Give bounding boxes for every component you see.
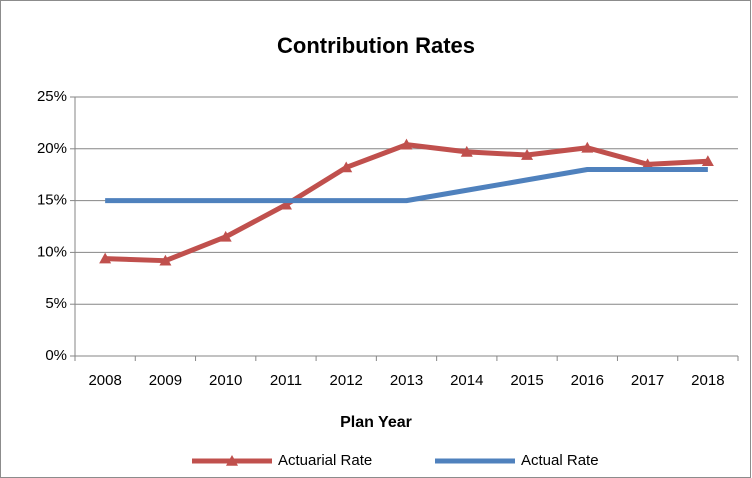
marker: [701, 155, 714, 167]
marker: [340, 161, 353, 173]
legend-marker: [226, 455, 238, 466]
y-tick-label: 10%: [37, 243, 67, 260]
x-tick-label: 2014: [450, 372, 483, 389]
y-tick-label: 25%: [37, 88, 67, 105]
marker: [159, 254, 172, 266]
x-tick-label: 2016: [571, 372, 604, 389]
marker: [219, 230, 232, 242]
chart-title: Contribution Rates: [277, 33, 475, 58]
marker: [521, 149, 534, 160]
x-tick-label: 2008: [88, 372, 121, 389]
x-tick-label: 2018: [691, 372, 724, 389]
x-tick-label: 2013: [390, 372, 423, 389]
legend-label: Actual Rate: [521, 452, 599, 469]
x-tick-label: 2009: [149, 372, 182, 389]
marker: [581, 141, 594, 153]
marker: [400, 138, 413, 150]
x-tick-label: 2015: [510, 372, 543, 389]
legend-label: Actuarial Rate: [278, 452, 372, 469]
x-tick-label: 2011: [270, 372, 302, 389]
x-tick-label: 2010: [209, 372, 242, 389]
x-tick-label: 2017: [631, 372, 664, 389]
marker: [641, 158, 654, 170]
marker: [460, 145, 473, 157]
x-tick-label: 2012: [330, 372, 363, 389]
y-tick-label: 5%: [45, 295, 67, 312]
series-line: [105, 167, 708, 204]
y-tick-label: 15%: [37, 192, 67, 209]
y-tick-label: 20%: [37, 140, 67, 157]
x-axis-title: Plan Year: [340, 414, 412, 431]
y-tick-label: 0%: [45, 347, 67, 364]
marker: [99, 252, 112, 264]
marker: [279, 198, 292, 210]
